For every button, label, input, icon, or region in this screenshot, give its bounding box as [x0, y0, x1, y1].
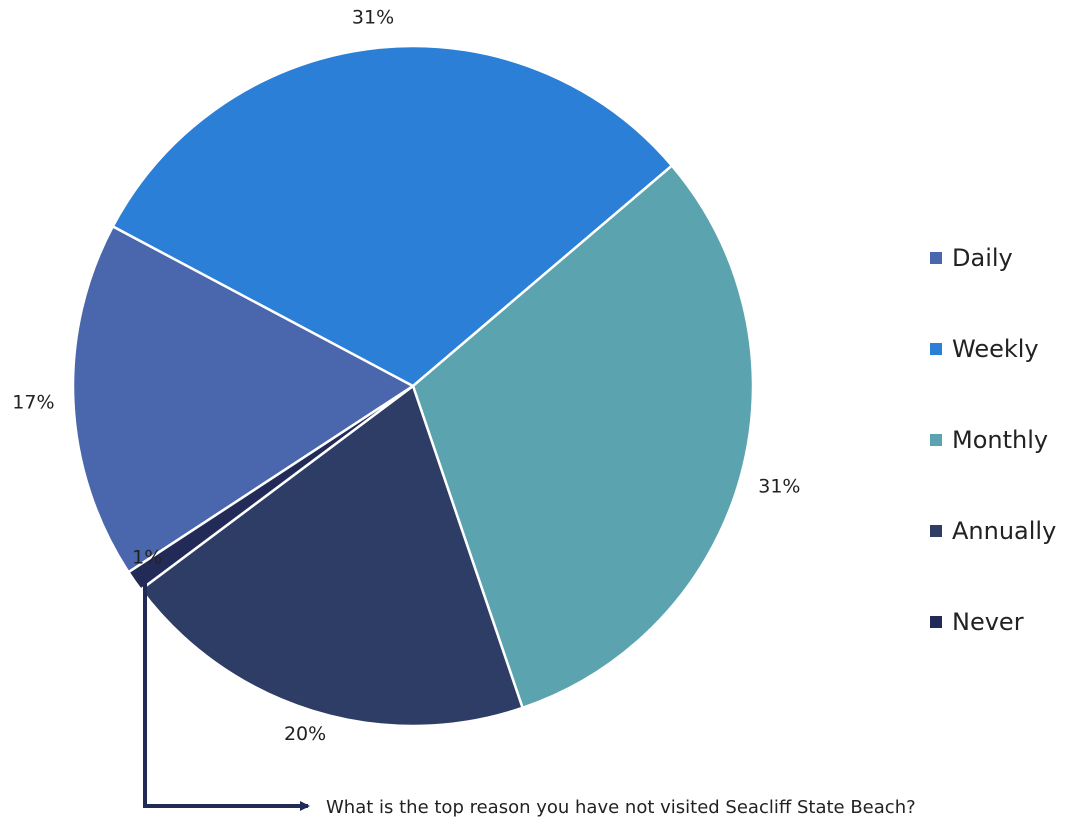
legend-swatch-annually [930, 524, 942, 537]
legend: Daily Weekly Monthly Annually Never [930, 212, 1056, 667]
legend-swatch-monthly [930, 433, 942, 446]
legend-item-daily: Daily [930, 212, 1056, 303]
annotation-text: What is the top reason you have not visi… [326, 797, 916, 818]
data-label-annually: 20% [284, 723, 326, 745]
legend-label-annually: Annually [952, 516, 1057, 545]
data-label-weekly: 31% [352, 7, 394, 29]
annotation: What is the top reason you have not visi… [137, 575, 916, 818]
legend-item-annually: Annually [930, 485, 1056, 576]
legend-label-daily: Daily [952, 243, 1013, 272]
legend-label-never: Never [952, 607, 1024, 636]
data-label-daily: 17% [12, 392, 54, 414]
legend-item-monthly: Monthly [930, 394, 1056, 485]
legend-label-monthly: Monthly [952, 425, 1049, 454]
legend-item-weekly: Weekly [930, 303, 1056, 394]
legend-swatch-daily [930, 251, 942, 264]
data-label-monthly: 31% [758, 475, 800, 497]
pie-slice-daily [71, 224, 416, 574]
legend-label-weekly: Weekly [952, 334, 1039, 363]
pie-slice-never [126, 384, 414, 592]
pie-slice-weekly [111, 44, 674, 388]
data-label-never: 1% [132, 547, 162, 569]
legend-swatch-weekly [930, 342, 942, 355]
pie-slices [71, 44, 755, 728]
legend-item-never: Never [930, 576, 1056, 667]
pie-slice-annually [139, 383, 525, 728]
pie-data-labels: 17% 31% 31% 20% 1% [12, 7, 800, 746]
pie-slice-monthly [411, 163, 755, 710]
annotation-arrow [137, 575, 310, 811]
legend-swatch-never [930, 615, 942, 628]
